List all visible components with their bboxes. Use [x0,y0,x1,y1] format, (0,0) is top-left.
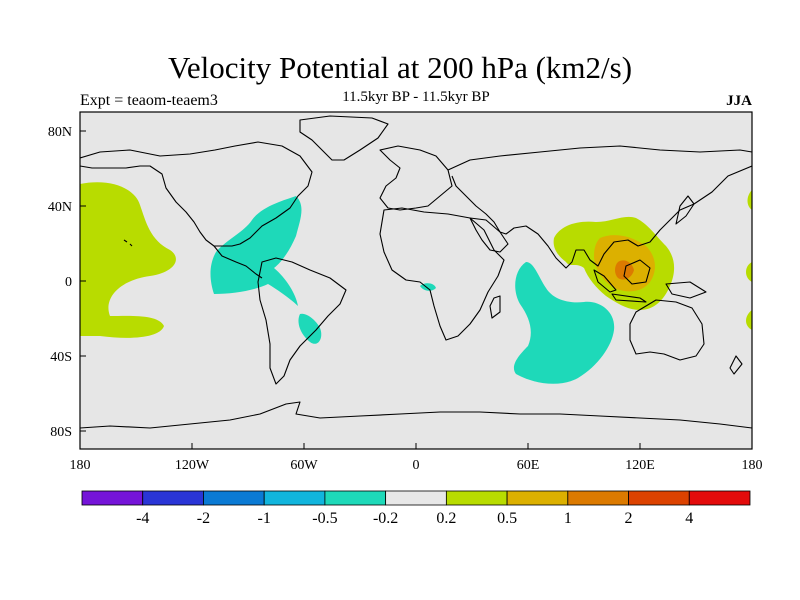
coast-borneo [623,259,651,285]
coast-north-america [80,141,313,247]
coast-new-zealand [729,355,743,375]
colorbar-label: -4 [136,510,149,527]
coast-arabia [469,217,509,253]
axis-ticks [79,130,753,449]
negative-region-indian-ocean [513,262,615,384]
colorbar-label: 2 [625,510,633,527]
coast-asia [447,145,752,269]
coast-japan [675,195,695,225]
y-tick-label: 40S [50,350,72,365]
colorbar-label: -0.5 [312,510,337,527]
positive-region-pacific-west [80,182,176,338]
coast-greenland [299,115,389,161]
plot-subtitle: 11.5kyr BP - 11.5kyr BP [342,89,490,105]
colorbar-swatch [324,490,387,506]
x-tick-label: 180 [70,458,91,473]
colorbar-label: -0.2 [373,510,398,527]
x-tick-label: 60W [290,458,318,473]
plot-title: Velocity Potential at 200 hPa (km2/s) [167,50,633,85]
y-tick-label: 0 [65,275,72,290]
positive-region-maritime-core [615,260,634,280]
coast-antarctica [80,401,752,429]
experiment-label: Expt = teaom-teaem3 [80,92,218,109]
colorbar-swatch [142,490,204,506]
colorbar-label: -1 [258,510,271,527]
colorbar-swatch [567,490,629,506]
coast-new-guinea [665,281,707,299]
x-tick-label: 120W [175,458,210,473]
y-tick-label: 80N [48,125,72,140]
colorbar-label: 0.2 [436,510,456,527]
y-tick-label: 80S [50,425,72,440]
positive-region-east-edge-3 [746,310,752,330]
coast-europe [379,145,453,211]
coastlines [80,115,752,429]
coast-madagascar [489,295,501,319]
colorbar-swatch [688,490,751,506]
x-tick-label: 120E [625,458,655,473]
negative-region-atlantic [210,196,302,306]
negative-region-south-america [298,313,322,344]
positive-region-east-edge-1 [747,190,752,210]
colorbar-swatch [445,490,508,506]
colorbar-swatch [263,490,326,506]
coast-africa [379,207,505,341]
colorbar-label: 0.5 [497,510,517,527]
colorbar-label: 1 [564,510,572,527]
colorbar: -4 -2 -1 -0.5 -0.2 0.2 0.5 1 2 4 [81,490,751,527]
colorbar-label: 4 [685,510,693,527]
colorbar-swatch [506,490,569,506]
colorbar-swatch [81,490,144,506]
y-axis-labels: 80N 40N 0 40S 80S [48,125,72,440]
colorbar-swatch [628,490,690,506]
positive-region-east-edge-2 [746,262,752,282]
colorbar-label: -2 [197,510,210,527]
field-shading [80,182,752,384]
x-tick-label: 180 [742,458,763,473]
season-label: JJA [726,93,752,109]
x-tick-label: 0 [413,458,420,473]
coast-south-america [257,257,347,385]
x-axis-labels: 180 120W 60W 0 60E 120E 180 [70,458,763,473]
colorbar-swatch [385,490,447,506]
coast-central-america [213,245,263,279]
coast-sumatra [593,269,617,293]
coast-australia [629,299,705,361]
colorbar-swatch [203,490,265,506]
y-tick-label: 40N [48,200,72,215]
coast-java [611,293,647,303]
coast-hawaii [123,239,133,247]
x-tick-label: 60E [517,458,540,473]
